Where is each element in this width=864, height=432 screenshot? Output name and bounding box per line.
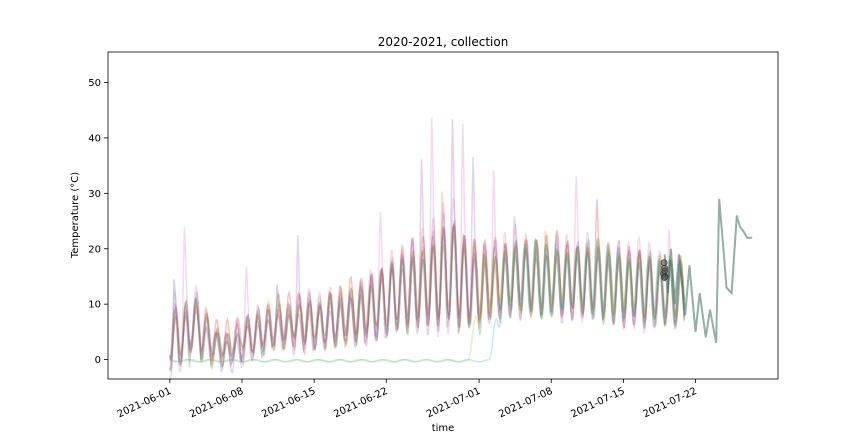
series-line (169, 225, 686, 371)
x-axis-label: time (432, 423, 455, 432)
series-line (169, 225, 686, 368)
series-line (169, 199, 686, 369)
tail-series-line (663, 198, 753, 344)
data-marker (660, 259, 668, 266)
y-tick-label: 40 (88, 133, 101, 144)
plot-frame (107, 51, 779, 380)
series-line (169, 117, 686, 373)
series-layer (169, 117, 686, 381)
series-line (169, 233, 686, 371)
y-tick-label: 0 (95, 355, 101, 366)
y-axis-label: Temperature (°C) (70, 172, 81, 259)
series-line (169, 191, 686, 365)
data-marker (661, 267, 669, 275)
marker-layer (660, 259, 669, 281)
series-line (169, 238, 686, 363)
y-tick-label: 20 (88, 244, 101, 255)
y-tick-label: 50 (88, 78, 101, 89)
series-line (169, 220, 686, 372)
tail-layer (663, 198, 753, 344)
chart-title: 2020-2021, collection (378, 35, 509, 49)
series-line (169, 119, 686, 381)
series-line (169, 238, 686, 363)
y-tick-label: 30 (88, 189, 101, 200)
y-tick-label: 10 (88, 300, 101, 311)
y-axis: 0 10 20 30 40 50 (88, 78, 108, 366)
data-marker (661, 274, 668, 281)
